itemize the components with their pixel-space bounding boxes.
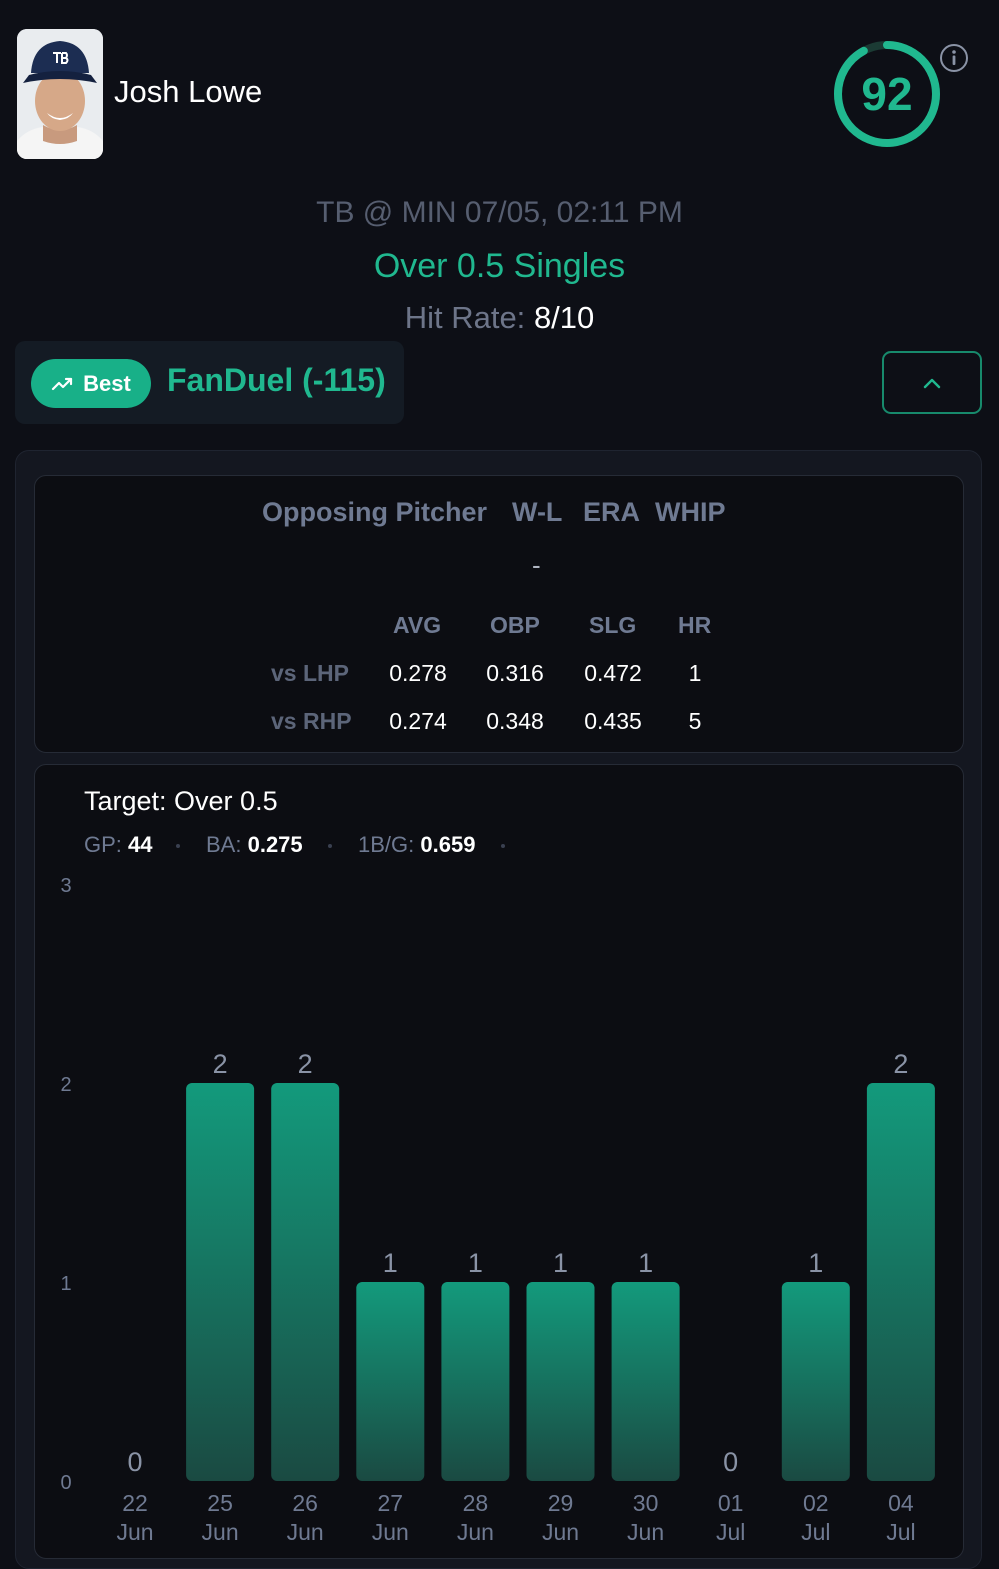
bar[interactable] [271, 1083, 340, 1481]
separator-dot [501, 844, 505, 848]
separator-dot [328, 844, 332, 848]
player-name: Josh Lowe [114, 74, 263, 109]
split-header-obp: OBP [490, 612, 540, 638]
split-cell: 0.348 [486, 708, 544, 734]
bar-value-label: 2 [298, 1049, 313, 1079]
x-tick-month: Jul [886, 1519, 915, 1545]
hit-rate-label: Hit Rate: [404, 300, 526, 335]
x-tick-month: Jun [202, 1519, 239, 1545]
pitcher-header-name: Opposing Pitcher [262, 497, 488, 527]
bar-value-label: 1 [553, 1248, 568, 1278]
chevron-up-icon [923, 378, 941, 388]
stat-1bg-value: 0.659 [420, 832, 476, 857]
singles-bar-chart: 0123022Jun225Jun226Jun127Jun128Jun129Jun… [60, 875, 935, 1545]
x-tick-month: Jun [627, 1519, 664, 1545]
split-header-slg: SLG [589, 612, 637, 638]
bar-value-label: 1 [808, 1248, 823, 1278]
bar[interactable] [781, 1282, 850, 1481]
stat-gp-label: GP: [84, 832, 122, 857]
stat-ba-value: 0.275 [247, 832, 303, 857]
split-cell: 5 [688, 708, 702, 734]
x-tick-month: Jun [542, 1519, 579, 1545]
split-row-label: vs LHP [271, 660, 349, 686]
stat-ba-label: BA: [206, 832, 242, 857]
sportsbook-odds[interactable]: FanDuel (-115) [167, 362, 386, 398]
hit-rate: Hit Rate: 8/10 [0, 300, 999, 336]
target-line: Target: Over 0.5 [84, 786, 278, 816]
bar-value-label: 1 [383, 1248, 398, 1278]
y-tick-label: 3 [60, 875, 71, 897]
pitcher-value: - [532, 550, 541, 580]
player-header: Josh Lowe 92 [0, 0, 999, 190]
separator-dot [176, 844, 180, 848]
player-headshot-icon [17, 29, 103, 159]
bar-value-label: 0 [127, 1447, 142, 1477]
stat-gp: GP: 44 [84, 832, 153, 858]
x-tick-day: 22 [122, 1490, 148, 1516]
split-cell: 1 [688, 660, 702, 686]
bar-value-label: 1 [638, 1248, 653, 1278]
x-tick-day: 28 [463, 1490, 489, 1516]
split-cell: 0.435 [584, 708, 642, 734]
bar[interactable] [441, 1282, 510, 1481]
stat-1bg: 1B/G: 0.659 [358, 832, 475, 858]
pitcher-header-wl: W-L [512, 497, 563, 527]
split-header-avg: AVG [393, 612, 442, 638]
bar[interactable] [866, 1083, 935, 1481]
best-badge-label: Best [83, 370, 131, 396]
bar-value-label: 1 [468, 1248, 483, 1278]
score-ring-icon [834, 41, 940, 147]
player-score: 92 [861, 68, 913, 120]
x-tick-day: 25 [207, 1490, 233, 1516]
bar-value-label: 0 [723, 1447, 738, 1477]
best-badge: Best [31, 359, 151, 408]
split-cell: 0.316 [486, 660, 544, 686]
x-tick-month: Jun [116, 1519, 153, 1545]
game-matchup: TB @ MIN 07/05, 02:11 PM [316, 196, 683, 229]
stat-gp-value: 44 [128, 832, 153, 857]
info-icon[interactable] [938, 42, 970, 74]
split-cell: 0.274 [389, 708, 447, 734]
prop-market: Over 0.5 Singles [373, 247, 626, 285]
stat-1bg-label: 1B/G: [358, 832, 415, 857]
x-tick-day: 26 [292, 1490, 318, 1516]
x-tick-day: 02 [803, 1490, 829, 1516]
opposing-pitcher-card [34, 475, 964, 753]
x-tick-month: Jun [457, 1519, 494, 1545]
stat-ba: BA: 0.275 [206, 832, 303, 858]
x-tick-month: Jul [716, 1519, 745, 1545]
x-tick-month: Jul [801, 1519, 830, 1545]
x-tick-month: Jun [287, 1519, 324, 1545]
hit-rate-value: 8/10 [533, 300, 595, 335]
x-tick-month: Jun [372, 1519, 409, 1545]
bar-value-label: 2 [893, 1049, 908, 1079]
trending-up-icon [52, 377, 73, 390]
pitcher-header-era: ERA [583, 497, 641, 527]
bar[interactable] [611, 1282, 680, 1481]
y-tick-label: 2 [60, 1074, 71, 1096]
split-row-label: vs RHP [271, 708, 352, 734]
bar[interactable] [526, 1282, 595, 1481]
y-tick-label: 0 [60, 1472, 71, 1494]
x-tick-day: 04 [888, 1490, 914, 1516]
x-tick-day: 30 [633, 1490, 659, 1516]
bar[interactable] [356, 1282, 425, 1481]
bar[interactable] [186, 1083, 255, 1481]
split-cell: 0.278 [389, 660, 447, 686]
pitcher-header-whip: WHIP [655, 497, 726, 527]
collapse-button[interactable] [882, 351, 982, 414]
split-header-hr: HR [678, 612, 712, 638]
y-tick-label: 1 [60, 1273, 71, 1295]
x-tick-day: 01 [718, 1490, 744, 1516]
x-tick-day: 27 [378, 1490, 404, 1516]
split-cell: 0.472 [584, 660, 642, 686]
x-tick-day: 29 [548, 1490, 574, 1516]
bar-value-label: 2 [213, 1049, 228, 1079]
